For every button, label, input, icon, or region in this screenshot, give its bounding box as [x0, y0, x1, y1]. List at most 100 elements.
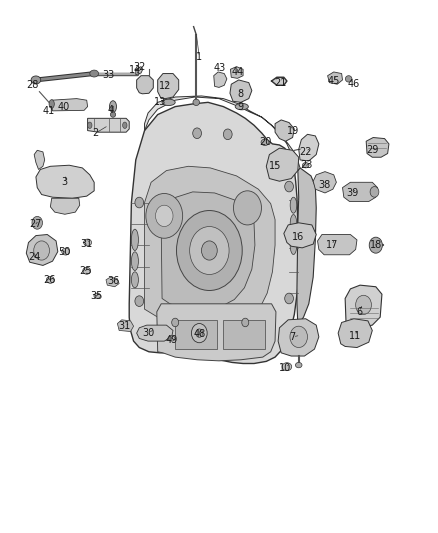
Polygon shape: [278, 319, 319, 356]
Ellipse shape: [302, 163, 309, 168]
Text: 20: 20: [259, 138, 271, 147]
Text: 50: 50: [59, 247, 71, 256]
Ellipse shape: [162, 99, 175, 106]
Ellipse shape: [290, 215, 297, 233]
Circle shape: [191, 324, 207, 343]
Ellipse shape: [131, 272, 138, 288]
Circle shape: [146, 193, 183, 238]
Text: 25: 25: [79, 266, 92, 276]
Circle shape: [201, 241, 217, 260]
Polygon shape: [275, 120, 294, 141]
Ellipse shape: [46, 276, 54, 284]
Ellipse shape: [88, 122, 92, 128]
Text: 30: 30: [142, 328, 154, 338]
Text: 3: 3: [62, 177, 68, 187]
Ellipse shape: [290, 236, 297, 255]
Bar: [175, 320, 217, 349]
Circle shape: [356, 295, 371, 314]
Polygon shape: [145, 166, 275, 328]
Text: 17: 17: [326, 240, 338, 250]
Polygon shape: [34, 150, 45, 169]
Text: 15: 15: [269, 161, 281, 171]
Circle shape: [369, 237, 382, 253]
Ellipse shape: [131, 252, 138, 271]
Text: 21: 21: [274, 78, 286, 87]
Circle shape: [285, 293, 293, 304]
Ellipse shape: [83, 268, 91, 274]
Text: 16: 16: [292, 232, 304, 242]
Text: 29: 29: [366, 146, 378, 155]
Text: 31: 31: [80, 239, 92, 248]
Circle shape: [32, 216, 42, 229]
Ellipse shape: [31, 76, 41, 84]
Polygon shape: [129, 102, 299, 364]
Polygon shape: [137, 325, 173, 341]
Circle shape: [172, 318, 179, 327]
Circle shape: [190, 227, 229, 274]
Polygon shape: [36, 165, 94, 198]
Polygon shape: [299, 134, 319, 161]
Polygon shape: [272, 77, 287, 85]
Polygon shape: [318, 235, 357, 255]
Ellipse shape: [123, 122, 127, 128]
Text: 13: 13: [154, 98, 166, 107]
Polygon shape: [145, 96, 300, 171]
Polygon shape: [338, 319, 372, 348]
Text: 6: 6: [356, 307, 362, 317]
Text: 7: 7: [290, 332, 296, 342]
Polygon shape: [284, 223, 316, 248]
Polygon shape: [313, 172, 336, 193]
Ellipse shape: [193, 99, 200, 106]
Bar: [223, 320, 265, 349]
Text: 28: 28: [27, 80, 39, 90]
Ellipse shape: [131, 229, 138, 251]
Text: 9: 9: [237, 102, 243, 111]
Circle shape: [370, 187, 379, 197]
Text: 18: 18: [370, 240, 382, 250]
Text: 4: 4: [107, 106, 113, 115]
Circle shape: [196, 329, 203, 337]
Polygon shape: [266, 148, 299, 181]
Ellipse shape: [235, 103, 248, 110]
Polygon shape: [106, 277, 119, 287]
Polygon shape: [137, 76, 153, 94]
Polygon shape: [366, 138, 389, 157]
Circle shape: [135, 197, 144, 208]
Polygon shape: [117, 320, 134, 332]
Text: 38: 38: [318, 181, 330, 190]
Text: 11: 11: [349, 331, 361, 341]
Text: 19: 19: [287, 126, 300, 135]
Circle shape: [193, 128, 201, 139]
Circle shape: [223, 129, 232, 140]
Ellipse shape: [295, 362, 302, 368]
Polygon shape: [343, 182, 378, 201]
Text: 14: 14: [129, 66, 141, 75]
Circle shape: [135, 296, 144, 306]
Polygon shape: [345, 285, 382, 328]
Text: 45: 45: [328, 76, 340, 86]
Polygon shape: [157, 304, 276, 361]
Text: 8: 8: [237, 90, 243, 99]
Polygon shape: [214, 72, 227, 87]
Text: 44: 44: [231, 67, 244, 77]
Text: 32: 32: [133, 62, 145, 71]
Polygon shape: [161, 192, 255, 309]
Text: 39: 39: [346, 188, 359, 198]
Text: 10: 10: [279, 363, 292, 373]
Text: 33: 33: [102, 70, 115, 79]
Ellipse shape: [261, 139, 269, 146]
Ellipse shape: [168, 336, 175, 341]
Polygon shape: [328, 72, 343, 84]
Ellipse shape: [290, 197, 297, 213]
Ellipse shape: [49, 100, 54, 108]
Text: 26: 26: [43, 275, 55, 285]
Ellipse shape: [110, 112, 116, 117]
Polygon shape: [26, 235, 58, 265]
Text: 2: 2: [92, 128, 99, 138]
Text: 41: 41: [43, 106, 55, 116]
Circle shape: [177, 211, 242, 290]
Polygon shape: [50, 198, 80, 214]
Ellipse shape: [345, 76, 352, 82]
Circle shape: [290, 326, 307, 348]
Ellipse shape: [84, 239, 92, 246]
